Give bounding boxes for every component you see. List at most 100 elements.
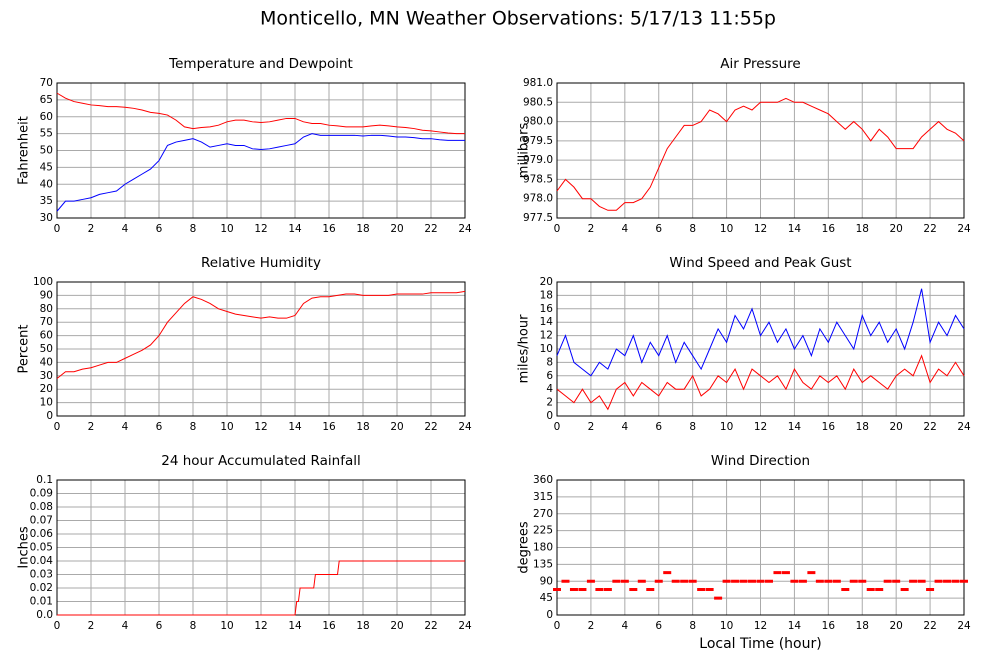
y-tick-label: 0.08 <box>30 501 53 513</box>
x-tick-label: 16 <box>322 223 336 235</box>
y-axis-label: Percent <box>17 325 32 374</box>
x-tick-label: 10 <box>220 421 233 433</box>
subplot-title: Relative Humidity <box>201 255 321 271</box>
y-tick-label: 65 <box>40 94 53 106</box>
y-tick-label: 10 <box>540 343 553 355</box>
data-point <box>892 579 901 583</box>
y-tick-label: 225 <box>533 525 553 537</box>
y-tick-label: 12 <box>540 330 553 342</box>
x-tick-label: 2 <box>588 223 595 235</box>
plot-frame <box>56 82 466 219</box>
x-tick-label: 6 <box>655 223 662 235</box>
y-tick-label: 981.0 <box>523 77 553 89</box>
x-tick-label: 0 <box>54 620 61 632</box>
data-point <box>849 579 858 583</box>
data-point <box>739 579 748 583</box>
y-tick-label: 315 <box>533 491 553 503</box>
y-tick-label: 0 <box>46 410 53 422</box>
x-tick-label: 0 <box>554 421 561 433</box>
y-tick-label: 70 <box>40 316 53 328</box>
x-tick-label: 6 <box>655 421 662 433</box>
x-tick-label: 8 <box>689 620 696 632</box>
data-point <box>680 579 689 583</box>
x-tick-label: 4 <box>122 223 129 235</box>
x-tick-label: 0 <box>54 421 61 433</box>
y-tick-label: 80 <box>40 303 53 315</box>
x-tick-label: 10 <box>220 620 233 632</box>
x-tick-label: 4 <box>621 620 628 632</box>
data-point <box>764 579 773 583</box>
data-point <box>586 579 595 583</box>
x-tick-label: 12 <box>254 421 267 433</box>
data-point <box>569 588 578 591</box>
data-point <box>756 579 765 583</box>
x-tick-label: 20 <box>390 223 403 235</box>
y-tick-label: 55 <box>40 128 53 140</box>
y-tick-label: 18 <box>540 289 553 301</box>
data-point <box>595 588 604 591</box>
y-tick-label: 100 <box>33 276 53 288</box>
y-tick-label: 135 <box>533 558 553 570</box>
data-point <box>714 596 723 600</box>
x-tick-label: 16 <box>822 421 836 433</box>
y-tick-label: 979.5 <box>523 135 553 147</box>
x-tick-label: 16 <box>822 223 836 235</box>
y-tick-label: 40 <box>40 178 53 190</box>
data-point <box>917 579 926 583</box>
y-tick-label: 0.04 <box>30 555 54 567</box>
y-tick-label: 60 <box>40 330 53 342</box>
x-tick-label: 14 <box>288 620 302 632</box>
data-point <box>663 571 672 575</box>
y-tick-label: 0.03 <box>30 569 53 581</box>
data-point <box>824 579 833 583</box>
y-tick-label: 90 <box>540 575 553 587</box>
x-tick-label: 4 <box>621 223 628 235</box>
y-tick-label: 45 <box>540 592 553 604</box>
y-tick-label: 2 <box>546 397 553 409</box>
y-tick-label: 0.05 <box>30 542 53 554</box>
x-tick-label: 14 <box>788 620 802 632</box>
x-tick-label: 22 <box>424 620 437 632</box>
data-line <box>556 288 965 377</box>
x-tick-label: 20 <box>889 223 902 235</box>
data-point <box>620 579 629 583</box>
plot-frame <box>556 82 965 219</box>
y-tick-label: 14 <box>540 316 554 328</box>
x-tick-label: 20 <box>889 421 902 433</box>
x-tick-label: 22 <box>923 421 936 433</box>
data-point <box>671 579 680 583</box>
data-point <box>612 579 621 583</box>
x-tick-label: 2 <box>588 421 595 433</box>
x-tick-label: 20 <box>889 620 902 632</box>
data-point <box>561 579 570 583</box>
data-point <box>866 588 875 591</box>
y-axis-label: millibars <box>517 123 532 179</box>
x-tick-label: 16 <box>322 620 336 632</box>
y-tick-label: 35 <box>40 195 53 207</box>
y-tick-label: 16 <box>540 303 554 315</box>
plot-frame <box>56 281 466 417</box>
page-title: Monticello, MN Weather Observations: 5/1… <box>260 8 776 30</box>
subplot-title: Wind Speed and Peak Gust <box>669 255 851 271</box>
x-tick-label: 24 <box>458 223 472 235</box>
data-point <box>654 579 663 583</box>
x-tick-label: 4 <box>621 421 628 433</box>
x-tick-label: 12 <box>754 620 767 632</box>
x-axis-label: Local Time (hour) <box>699 636 821 652</box>
x-tick-label: 10 <box>720 620 733 632</box>
data-point <box>960 579 968 583</box>
subplot-title: Temperature and Dewpoint <box>168 56 353 72</box>
y-tick-label: 30 <box>40 212 53 224</box>
y-tick-label: 180 <box>533 542 553 554</box>
data-point <box>781 571 790 575</box>
data-point <box>807 571 816 575</box>
y-tick-label: 0 <box>546 410 553 422</box>
data-line <box>56 92 465 135</box>
plot-frame <box>556 479 965 616</box>
y-tick-label: 0.06 <box>30 528 54 540</box>
data-point <box>705 588 714 591</box>
y-tick-label: 978.5 <box>523 173 553 185</box>
data-point <box>951 579 960 583</box>
x-tick-label: 6 <box>156 620 163 632</box>
